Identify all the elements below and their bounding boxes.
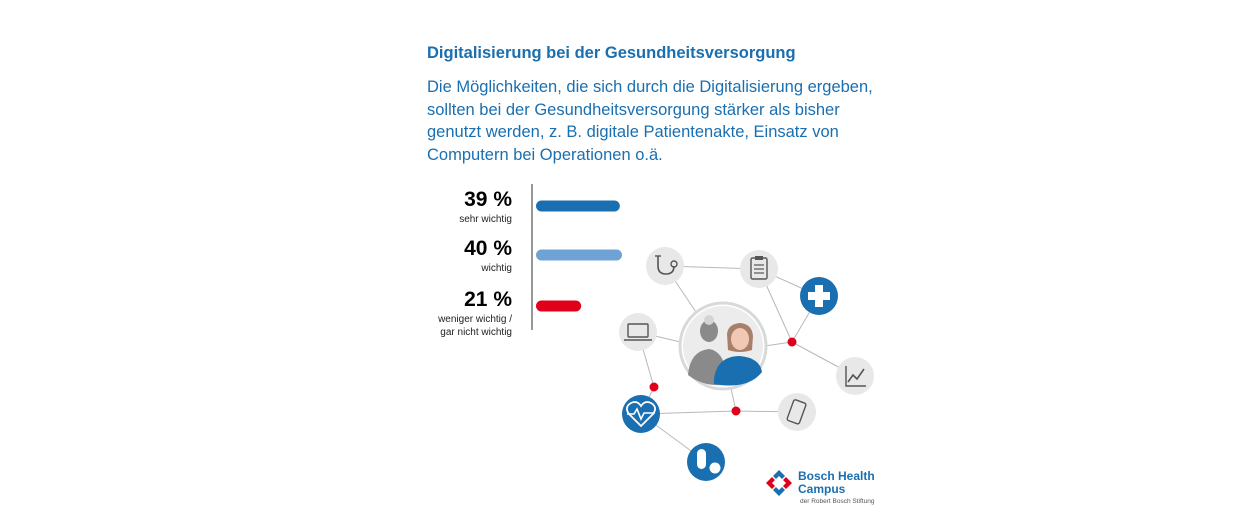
logo-name-line1: Bosch Health (798, 469, 875, 483)
bar-1 (536, 200, 620, 212)
category-label-2: wichtig (481, 263, 512, 274)
medical-cross-icon (800, 277, 838, 315)
chart-title: Digitalisierung bei der Gesundheitsverso… (427, 44, 796, 62)
healthcare-network-illustration (619, 247, 874, 481)
laptop-icon (619, 313, 657, 351)
value-label-2: 40 % (464, 237, 512, 260)
bar-3 (536, 300, 582, 312)
trend-chart-icon (836, 357, 874, 395)
category-label-3-line-1: weniger wichtig / (438, 314, 512, 325)
people-avatar (678, 301, 768, 391)
clipboard-icon (740, 250, 778, 288)
pills-icon (687, 443, 725, 481)
category-label-3-line-2: gar nicht wichtig (440, 327, 512, 338)
smartphone-icon (778, 393, 816, 431)
value-label-1: 39 % (464, 188, 512, 211)
bar-chart (531, 184, 622, 330)
logo-subline: der Robert Bosch Stiftung (800, 498, 875, 505)
category-label-1: sehr wichtig (459, 214, 512, 225)
chart-subtitle: Die Möglichkeiten, die sich durch die Di… (427, 78, 873, 164)
logo-name-line2: Campus (798, 482, 846, 496)
logo-name: Bosch Health Campus (798, 470, 888, 496)
bosch-health-campus-logo (766, 470, 792, 496)
heart-rate-icon (622, 395, 660, 433)
bar-2 (536, 249, 622, 261)
value-label-3: 21 % (464, 288, 512, 311)
network-node-dots (649, 337, 797, 416)
stethoscope-icon (646, 247, 684, 285)
